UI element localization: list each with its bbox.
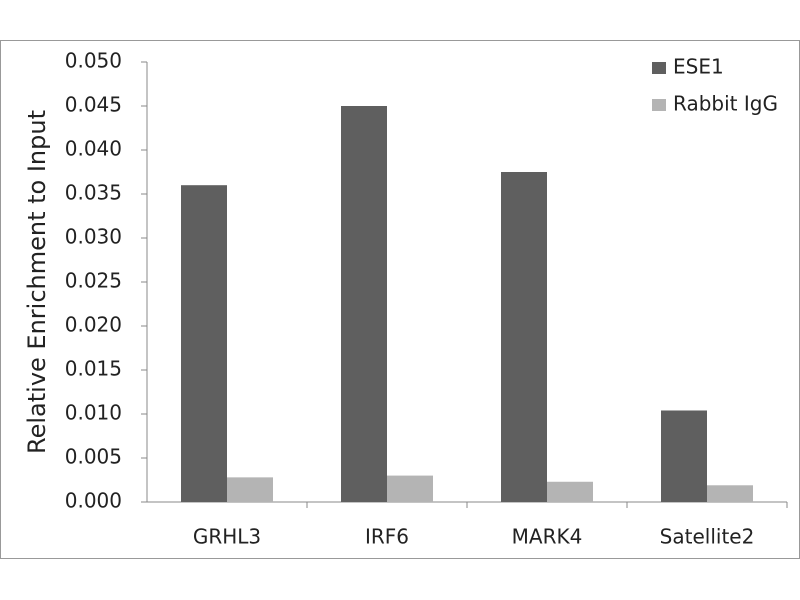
bar [387,475,433,502]
bar [661,410,707,502]
y-tick-label: 0.025 [65,269,122,293]
y-tick-label: 0.035 [65,181,122,205]
y-tick-label: 0.045 [65,93,122,117]
x-tick-label: Satellite2 [660,525,755,549]
bar [501,172,547,502]
bar [227,477,273,502]
y-tick-label: 0.040 [65,137,122,161]
y-tick-label: 0.010 [65,401,122,425]
y-tick-label: 0.000 [65,489,122,513]
y-tick-label: 0.015 [65,357,122,381]
legend-swatch [652,62,666,74]
bar [181,185,227,502]
x-tick-label: MARK4 [512,525,583,549]
bar [707,485,753,502]
bar [341,106,387,502]
legend-label: ESE1 [673,55,724,79]
y-tick-label: 0.020 [65,313,122,337]
legend-label: Rabbit IgG [673,92,778,116]
y-tick-label: 0.005 [65,445,122,469]
bar [547,481,593,502]
x-tick-label: GRHL3 [193,525,261,549]
y-tick-label: 0.050 [65,49,122,73]
y-tick-label: 0.030 [65,225,122,249]
legend-swatch [652,99,666,111]
y-axis-label: Relative Enrichment to Input [23,110,51,454]
x-tick-label: IRF6 [365,525,409,549]
